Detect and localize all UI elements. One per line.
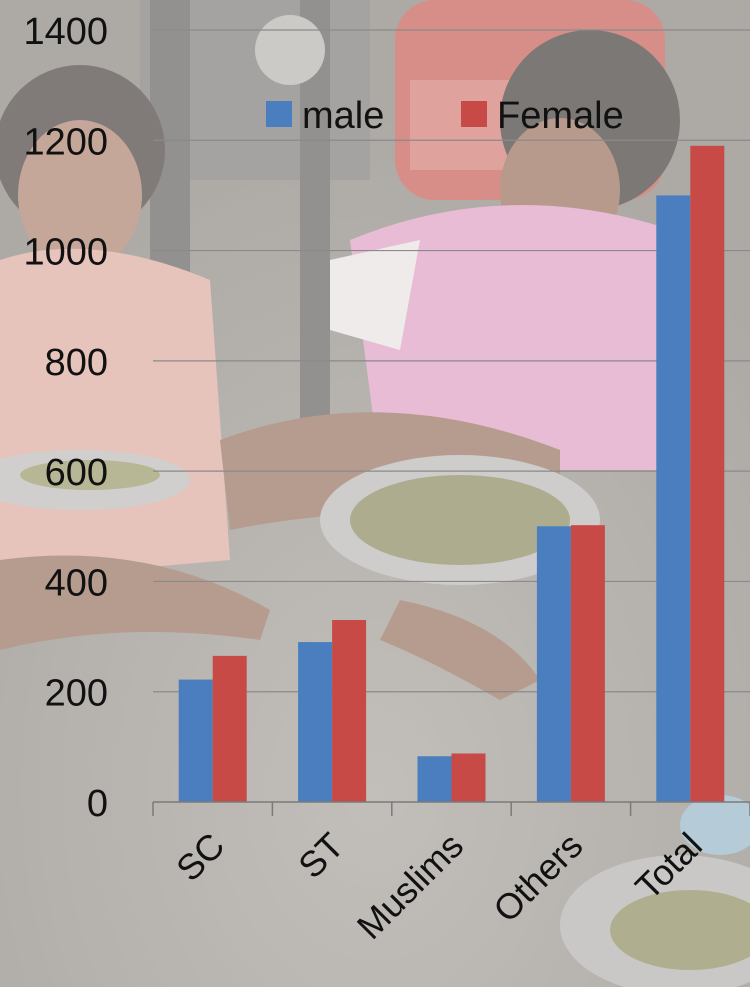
bar-male-muslims	[417, 756, 452, 802]
category-label-muslims: Muslims	[349, 825, 471, 947]
bar-female-muslims	[451, 753, 486, 802]
bar-female-sc	[212, 655, 247, 802]
bar-female-st	[332, 620, 367, 802]
legend-label-female: Female	[497, 95, 624, 137]
category-label-sc: SC	[168, 825, 232, 889]
category-label-st: ST	[290, 825, 352, 887]
y-tick-label: 600	[45, 452, 108, 494]
legend-swatch-female	[461, 101, 487, 127]
bar-male-st	[298, 642, 333, 802]
y-tick-label: 800	[45, 342, 108, 384]
bar-female-others	[570, 525, 605, 802]
legend-swatch-male	[266, 101, 292, 127]
legend: male Female	[266, 95, 624, 137]
legend-label-male: male	[302, 95, 384, 137]
x-axis-ticks	[152, 802, 750, 816]
bar-female-total	[690, 145, 725, 803]
bar-male-total	[656, 195, 691, 802]
y-tick-label: 1000	[23, 232, 108, 274]
y-tick-label: 400	[45, 562, 108, 604]
gridlines	[153, 29, 750, 693]
bar-male-others	[536, 526, 571, 802]
y-axis-tick-labels: 0 200 400 600 800 1000 1200 1400	[23, 11, 108, 825]
y-tick-label: 0	[87, 783, 108, 825]
category-label-total: Total	[627, 825, 710, 908]
bars	[178, 145, 725, 803]
y-tick-label: 200	[45, 673, 108, 715]
y-tick-label: 1200	[23, 121, 108, 163]
bar-male-sc	[178, 679, 213, 802]
category-label-others: Others	[485, 825, 590, 930]
y-tick-label: 1400	[23, 11, 108, 53]
